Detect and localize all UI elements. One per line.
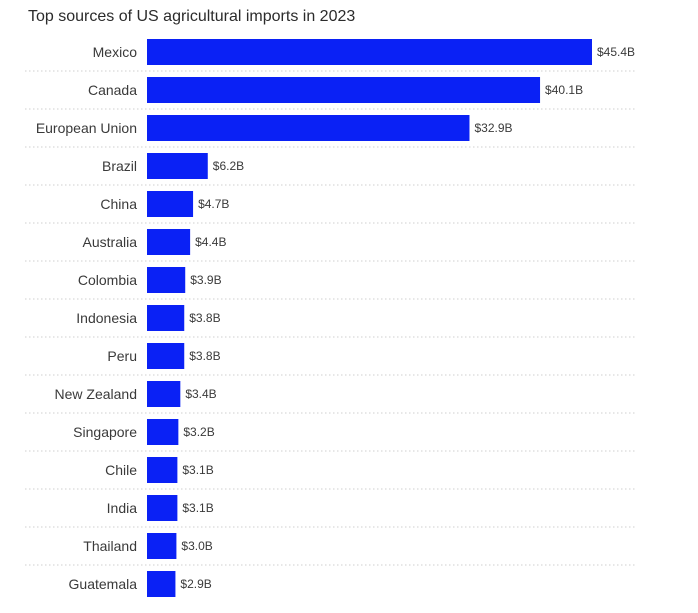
data-label: $3.8B [189,349,220,363]
data-label: $4.7B [198,197,229,211]
bar [147,267,186,293]
data-label: $40.1B [545,83,583,97]
category-label: China [100,196,137,212]
data-label: $32.9B [474,121,512,135]
bar [147,571,176,597]
bar [147,77,541,103]
category-label: Australia [83,234,138,250]
category-label: Thailand [83,538,137,554]
data-label: $3.8B [189,311,220,325]
data-label: $3.1B [182,501,213,515]
bar [147,191,194,217]
category-label: Brazil [102,158,137,174]
bar [147,343,185,369]
bar [147,381,181,407]
data-label: $3.2B [183,425,214,439]
category-label: India [107,500,138,516]
data-label: $3.9B [190,273,221,287]
category-label: Singapore [73,424,137,440]
category-label: Indonesia [76,310,137,326]
category-label: Canada [88,82,137,98]
data-label: $2.9B [180,577,211,591]
category-label: New Zealand [55,386,138,402]
bar [147,115,470,141]
data-label: $45.4B [597,45,635,59]
data-label: $3.4B [185,387,216,401]
category-label: European Union [36,120,137,136]
data-label: $3.1B [182,463,213,477]
data-label: $6.2B [213,159,244,173]
category-label: Colombia [78,272,137,288]
bar [147,229,191,255]
chart-title: Top sources of US agricultural imports i… [28,8,356,25]
category-label: Guatemala [69,576,138,592]
bar [147,153,208,179]
bar [147,495,178,521]
bar [147,533,177,559]
category-label: Mexico [93,44,138,60]
bar [147,419,179,445]
bar [147,457,178,483]
bar [147,305,185,331]
data-label: $3.0B [181,539,212,553]
category-label: Peru [107,348,137,364]
bar [147,39,592,65]
data-label: $4.4B [195,235,226,249]
category-label: Chile [105,462,137,478]
